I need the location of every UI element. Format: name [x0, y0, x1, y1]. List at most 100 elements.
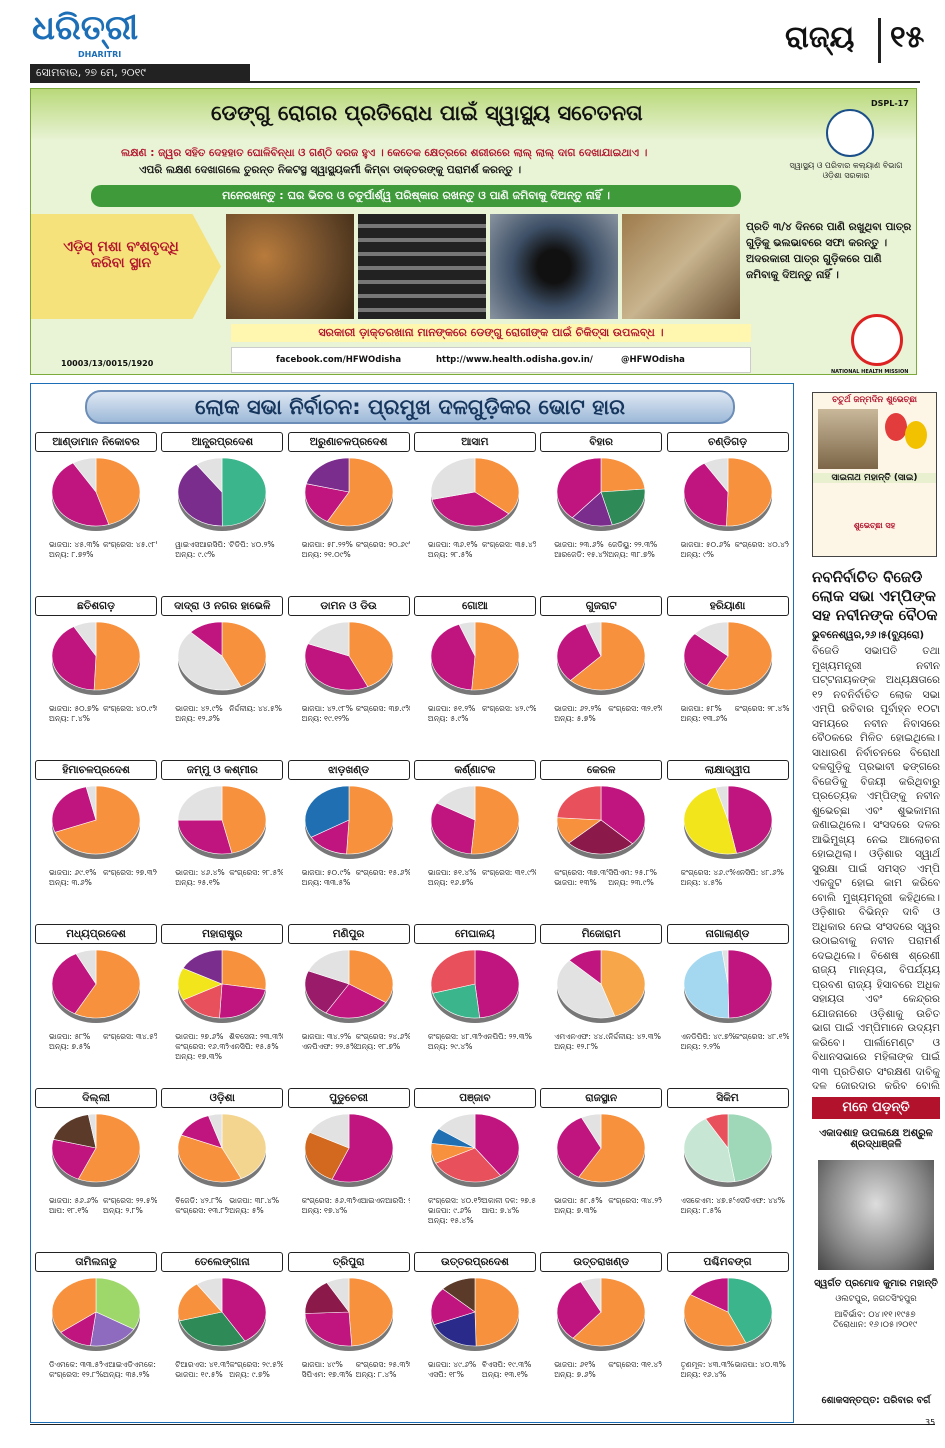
- legend-entry: ସିପିଏମ: ୨୫.୮%: [608, 868, 657, 877]
- legend-entry: ଅନ୍ୟ: ୯.୭%: [229, 1370, 270, 1379]
- pie-legend: ଭାଜପା: ୫୮% କଂଗ୍ରେସ: ୨୮.୪% ଅନ୍ୟ: ୧୩.୬%: [667, 704, 789, 724]
- legend-entry: ଏସଡିଏଫ: ୪୪%: [734, 1196, 785, 1205]
- legend-entry: ଆରଜେଡି: ୧୫.୪%: [554, 550, 609, 559]
- legend-entry: ଅନ୍ୟ: ୨୮.୫%: [427, 550, 473, 559]
- state-cell: ଗୁଜରାଟ ଭାଜପା: ୬୨.୨% କଂଗ୍ରେସ: ୩୨.୧% ଅନ୍ୟ: ୫.…: [540, 596, 663, 756]
- state-cell: ରାଜସ୍ଥାନ ଭାଜପା: ୫୮.୫% କଂଗ୍ରେସ: ୩୪.୨% ଅନ୍ୟ: …: [540, 1088, 663, 1248]
- pie-slice: [72, 457, 97, 493]
- pie: [683, 621, 772, 695]
- state-cell: ପଞ୍ଜାବ କଂଗ୍ରେସ: ୪୦.୧%ଅକାଳୀ ଦଳ: ୨୭.୫% ଭାଜପା…: [413, 1088, 536, 1248]
- ad-tip: ପ୍ରତି ୩/୪ ଦିନରେ ପାଣି ରଖୁଥିବା ପାତ୍ର ଗୁଡ଼ି…: [746, 221, 912, 281]
- pie-slice: [95, 457, 141, 525]
- state-cell: କେରଳ କଂଗ୍ରେସ: ୩୭.୩% ସିପିଏମ: ୨୫.୮% ଭାଜପା: ୧୩…: [540, 760, 663, 920]
- state-name: କେରଳ: [540, 760, 663, 780]
- legend-entry: ଏସପି: ୧୮%: [427, 1370, 464, 1379]
- pie-legend: ତୃଣମୂଳ: ୪୩.୩% ଭାଜପା: ୪୦.୩% ଅନ୍ୟ: ୧୬.୪%: [667, 1360, 789, 1380]
- pie-slice: [704, 1113, 728, 1149]
- legend-entry: ଅନ୍ୟ: ୩୫.୨%: [103, 1370, 150, 1379]
- pie-legend: ଭାଜପା: ୫୦.୬% କଂଗ୍ରେସ: ୪୦.୪% ଅନ୍ୟ: ୯%: [667, 540, 789, 560]
- legend-entry: ଭାଜପା: ୫୮.୫%: [554, 1196, 603, 1205]
- birthday-name: ସାଇନାଥ ମହାନ୍ତି (ସାଇ): [813, 473, 936, 483]
- legend-entry: ଅନ୍ୟ: ୩୮.୭%: [608, 550, 655, 559]
- pie-slice: [304, 1132, 350, 1180]
- legend-entry: କଂଗ୍ରେସ: ୩୨.୧%: [608, 704, 663, 713]
- pie-slice: [600, 949, 646, 1017]
- pie: [683, 949, 772, 1023]
- obit-name: ସ୍ୱର୍ଗତ ପ୍ରମୋଦ କୁମାର ମହାନ୍ତି: [814, 1278, 938, 1289]
- state-name: ତ୍ରିପୁରା: [287, 1252, 410, 1272]
- ad-photo: [490, 214, 618, 319]
- legend-entry: ଭାଜପା: ୪୦.୩%: [734, 1360, 786, 1369]
- legend-entry: ଅନ୍ୟ: ୫.୯%: [427, 714, 469, 723]
- legend-entry: କଂଗ୍ରେସ: ୨୭.୩%: [103, 868, 157, 877]
- legend-entry: ଭାଜପା: ୩୮.୪%: [229, 1196, 280, 1205]
- pie: [430, 621, 520, 695]
- pie-slice: [438, 1113, 476, 1149]
- pie-slice: [178, 463, 223, 527]
- pie-slice: [471, 621, 520, 691]
- pie-slice: [683, 949, 729, 1019]
- pie-legend: ଟିଆରଏସ: ୪୧.୩% କଂଗ୍ରେସ: ୨୯.୫% ଭାଜପା: ୧୯.୫% ଅ…: [161, 1360, 283, 1380]
- pie-slice: [221, 1277, 267, 1342]
- state-name: ଦାଦ୍ରା ଓ ନଗର ହାଭେଳି: [161, 596, 284, 616]
- legend-entry: ଅନ୍ୟ: ୧୨.୬%: [175, 714, 220, 723]
- pie-slice: [683, 633, 728, 687]
- pie: [178, 1113, 267, 1187]
- legend-entry: କଂଗ୍ରେସ: ୨୪.୬%: [355, 1032, 410, 1041]
- state-cell: ଆସାମ ଭାଜପା: ୩୬.୧% କଂଗ୍ରେସ: ୩୫.୪% ଅନ୍ୟ: ୨୮.୫…: [413, 432, 536, 592]
- legend-entry: ବିଏସପି: ୧୯.୩%: [481, 1360, 532, 1369]
- pie-slice: [305, 457, 349, 493]
- divider: [878, 18, 881, 63]
- state-name: ଉତ୍ତରାଖଣ୍ଡ: [540, 1252, 663, 1272]
- pie: [178, 457, 267, 531]
- pie: [178, 621, 267, 695]
- pie: [304, 785, 393, 859]
- pie-legend: ଭାଜପା: ୪୯% କଂଗ୍ରେସ: ୨୫.୩% ସିପିଏମ: ୧୭.୩% ଅନ୍…: [288, 1360, 410, 1380]
- legend-entry: ଭାଜପା: ୫୮%: [680, 704, 722, 713]
- legend-entry: ଅନ୍ୟ: ୭.୩%: [554, 1206, 597, 1215]
- pie-legend: ୱାଇଏସଆରସିପି: ୪୯.୯%ଟିଡିପି: ୪୦.୨% ଅନ୍ୟ: ୯.୯…: [161, 540, 283, 560]
- state-cell: ତ୍ରିପୁରା ଭାଜପା: ୪୯% କଂଗ୍ରେସ: ୨୫.୩% ସିପିଏମ: …: [287, 1252, 410, 1412]
- pie-legend: ଭାଜପା: ୫୦.୭% କଂଗ୍ରେସ: ୪୦.୯% ଅନ୍ୟ: ୮.୪%: [35, 704, 157, 724]
- state-cell: ଚଣ୍ଡିଗଡ଼ ଭାଜପା: ୫୦.୬% କଂଗ୍ରେସ: ୪୦.୪% ଅନ୍ୟ: …: [666, 432, 789, 592]
- pie: [556, 785, 646, 859]
- legend-entry: କଂଗ୍ରେସ: ୪୮.୧%: [734, 1032, 789, 1041]
- pie-slice: [51, 626, 97, 691]
- pie-legend: ଭାଜପା: ୬୨.୨% କଂଗ୍ରେସ: ୩୨.୧% ଅନ୍ୟ: ୫.୭%: [540, 704, 662, 724]
- pie-legend: ଭାଜପା: ୪୯.୬% ବିଏସପି: ୧୯.୩% ଏସପି: ୧୮% ଅନ୍ୟ: …: [414, 1360, 536, 1380]
- pie-slice: [556, 785, 602, 821]
- pie-legend: ଭାଜପା: ୨୩.୬% ଜେଡିୟୁ: ୨୨.୩% ଆରଜେଡି: ୧୫.୪% ଅନ…: [540, 540, 662, 560]
- pie-legend: ଏସକେଏମ: ୪୭.୫% ଏସଡିଏଫ: ୪୪% ଅନ୍ୟ: ୮.୫%: [667, 1196, 789, 1216]
- legend-entry: ଅନ୍ୟ: ୯.୯%: [175, 550, 215, 559]
- pie: [556, 949, 646, 1023]
- ad-breeding: ଏଡ଼ିସ୍ ମଶା ବଂଶବୃଦ୍ଧି କରିବା ସ୍ଥାନ: [63, 239, 179, 271]
- news-body: ବିଜେଡି ସଭାପତି ତଥା ମୁଖ୍ୟମନ୍ତ୍ରୀ ନବୀନ ପଟ୍ଟ…: [812, 645, 940, 1090]
- state-name: ତେଲେଙ୍ଗାନା: [161, 1252, 284, 1272]
- state-cell: ହିମାଚଳପ୍ରଦେଶ ଭାଜପା: ୬୯.୧% କଂଗ୍ରେସ: ୨୭.୩% ଅନ…: [35, 760, 157, 920]
- legend-entry: ଅନ୍ୟ: ୨.୨%: [680, 1042, 721, 1051]
- state-name: କର୍ଣ୍ଣାଟକ: [413, 760, 536, 780]
- legend-entry: ଭାଜପା: ୬୨.୨%: [554, 704, 602, 713]
- news-dateline: ଭୁବନେଶ୍ୱର,୨୬।୫(ବ୍ୟୁରୋ): [812, 630, 925, 641]
- pie-slice: [581, 1113, 602, 1150]
- pie: [556, 457, 646, 531]
- birthday-photo: [818, 409, 878, 469]
- pie: [51, 1277, 141, 1351]
- legend-entry: ଭାଜପା: ୫୦.୬%: [680, 540, 731, 549]
- pie-slice: [304, 483, 350, 522]
- legend-entry: ନିର୍ଦ୍ଦଳୀୟ: ୪୨.୩%: [608, 1032, 661, 1041]
- state-cell: ଆଣ୍ଡାମାନ ନିକୋବର ଭାଜପା: ୪୫.୩% କଂଗ୍ରେସ: ୪୫.୯…: [35, 432, 157, 592]
- legend-entry: ଏଆଇଏନଆରସି: ୨୬.୩%: [355, 1196, 410, 1205]
- pie-slice: [600, 457, 646, 493]
- pie-slice: [470, 785, 520, 855]
- state-name: ଉତ୍ତରପ୍ରଦେଶ: [413, 1252, 536, 1272]
- news-headline: ନବନିର୍ବାଚିତ ବିଜେଡି ଲୋକ ସଭା ଏମ୍ପିଙ୍କ ସହ ନ…: [812, 568, 938, 624]
- legend-entry: ଅକାଳୀ ଦଳ: ୨୭.୫%: [481, 1196, 536, 1205]
- pie-slice: [721, 949, 728, 985]
- legend-entry: କଂଗ୍ରେସ: ୪୬.୯%: [680, 868, 735, 877]
- state-name: ମଣିପୁର: [287, 924, 410, 944]
- state-name: ତାମିଲନାଡୁ: [35, 1252, 157, 1272]
- legend-entry: କଂଗ୍ରେସ: ୨୯.୫%: [229, 1360, 284, 1369]
- ad-nhm-logo: [851, 314, 903, 366]
